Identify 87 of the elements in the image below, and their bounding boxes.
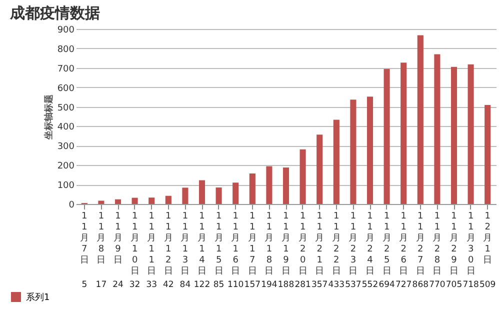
data-label: 194: [261, 280, 278, 290]
data-label: 694: [378, 280, 395, 290]
data-label: 33: [146, 280, 158, 290]
y-tick-label: 300: [57, 142, 75, 152]
y-tick-label: 0: [68, 200, 75, 210]
y-tick-label: 500: [57, 103, 75, 114]
x-tick-label: 11月15日: [214, 212, 224, 276]
x-tick-label: 11月25日: [382, 212, 392, 276]
data-label: 727: [395, 280, 412, 290]
data-label: 552: [362, 280, 378, 290]
bar: [484, 105, 491, 204]
x-tick-label: 11月16日: [231, 212, 240, 276]
bar: [198, 180, 206, 204]
bar: [182, 188, 188, 204]
y-tick-label: 400: [57, 122, 75, 133]
x-tick-label: 11月11日: [147, 212, 156, 276]
data-label: 24: [112, 280, 124, 290]
data-label: 770: [429, 280, 446, 290]
x-tick-label: 11月12日: [164, 212, 173, 276]
bar: [249, 173, 256, 204]
x-tick-label: 11月28日: [432, 212, 442, 276]
x-tick-label: 11月30日: [466, 212, 476, 276]
data-label: 718: [462, 280, 479, 290]
x-tick-label: 11月20日: [298, 212, 308, 276]
bar: [417, 35, 424, 204]
x-tick-label: 11月26日: [399, 212, 408, 276]
x-tick-label: 11月17日: [248, 212, 257, 276]
bar: [232, 182, 239, 204]
bar: [366, 96, 374, 204]
x-tick-label: 11月29日: [450, 212, 458, 276]
x-tick-label: 11月10日: [130, 212, 140, 276]
y-tick-label: 700: [57, 64, 75, 74]
x-tick-label: 11月22日: [332, 212, 341, 276]
legend-label: 系列1: [26, 292, 50, 303]
x-tick-label: 11月24日: [366, 212, 374, 276]
data-label: 122: [194, 280, 210, 290]
data-label: 357: [311, 280, 328, 290]
bar: [468, 64, 474, 204]
data-label: 84: [180, 280, 191, 290]
bar: [350, 100, 356, 204]
x-tick-label: 11月8日: [96, 212, 106, 266]
y-tick-label: 600: [57, 84, 75, 94]
bar: [216, 187, 222, 204]
bar: [333, 120, 340, 204]
y-tick-label: 900: [57, 26, 75, 36]
bar: [148, 198, 155, 204]
bar: [165, 196, 172, 204]
data-label: 85: [213, 280, 224, 290]
data-label: 5: [82, 280, 88, 290]
bar: [400, 62, 407, 204]
data-label: 705: [446, 280, 462, 290]
data-label: 110: [227, 280, 244, 290]
x-tick-label: 11月18日: [264, 212, 274, 276]
data-label: 17: [96, 280, 107, 290]
x-tick-label: 11月9日: [114, 212, 122, 266]
data-label: 433: [328, 280, 345, 290]
data-label: 32: [129, 280, 140, 290]
bar: [384, 69, 390, 204]
x-tick-label: 11月7日: [80, 212, 89, 266]
bar: [434, 54, 440, 204]
data-label: 537: [345, 280, 362, 290]
y-axis-title: 坐标轴标题: [43, 94, 54, 140]
x-tick-label: 11月13日: [180, 212, 190, 276]
y-tick-label: 100: [57, 181, 75, 192]
y-tick-label: 800: [57, 44, 75, 55]
y-tick-label: 200: [57, 162, 75, 172]
data-label: 188: [278, 280, 294, 290]
chart-title: 成都疫情数据: [9, 4, 100, 22]
data-label: 509: [479, 280, 496, 290]
data-label: 157: [244, 280, 261, 290]
data-label: 42: [162, 280, 174, 290]
bar: [266, 166, 272, 204]
data-label: 868: [412, 280, 429, 290]
x-tick-label: 11月14日: [198, 212, 206, 276]
data-label: 281: [294, 280, 311, 290]
bar: [114, 199, 122, 204]
bar: [98, 200, 104, 204]
bar: [316, 134, 323, 204]
bar: [132, 198, 138, 204]
bar: [282, 167, 290, 204]
x-tick-label: 11月21日: [315, 212, 324, 276]
x-tick-label: 11月27日: [416, 212, 425, 276]
x-tick-label: 11月23日: [348, 212, 358, 276]
bar: [300, 149, 306, 204]
x-tick-label: 12月1日: [483, 212, 492, 266]
bar: [450, 66, 458, 204]
x-tick-label: 11月19日: [282, 212, 290, 276]
